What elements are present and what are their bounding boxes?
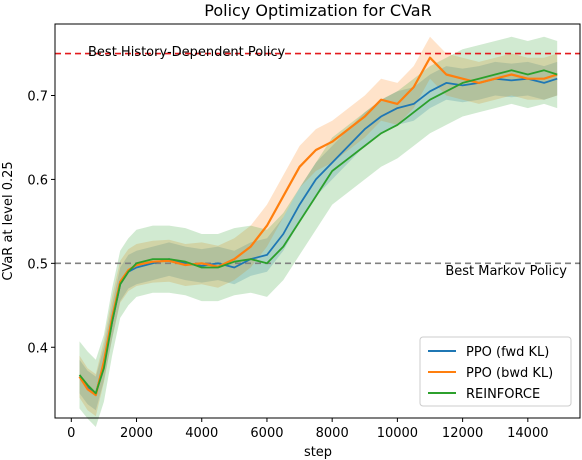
chart-title: Policy Optimization for CVaR — [204, 1, 431, 20]
x-tick-label: 6000 — [250, 426, 283, 441]
y-tick-label: 0.6 — [27, 173, 48, 188]
legend-box — [419, 336, 572, 407]
series-lines — [78, 56, 558, 397]
x-tick-label: 4000 — [185, 426, 218, 441]
x-axis-ticks: 0 2000 4000 6000 8000 10000 12000 14000 — [67, 418, 549, 441]
reference-lines — [55, 52, 580, 265]
x-tick-label: 8000 — [316, 426, 349, 441]
x-tick-label: 0 — [67, 426, 75, 441]
legend: PPO (fwd KL) PPO (bwd KL) REINFORCE — [419, 336, 572, 407]
legend-label-reinforce: REINFORCE — [466, 387, 540, 402]
axes — [54, 23, 581, 419]
y-axis-ticks: 0.4 0.5 0.6 0.7 — [27, 89, 55, 356]
legend-label-ppo-fwd: PPO (fwd KL) — [466, 345, 549, 360]
y-tick-label: 0.4 — [27, 341, 48, 356]
series-band-0 — [79, 61, 558, 411]
x-tick-label: 14000 — [507, 426, 548, 441]
x-tick-label: 12000 — [442, 426, 483, 441]
series-line-2 — [78, 69, 558, 395]
y-axis-label: CVaR at level 0.25 — [1, 161, 16, 280]
plot-frame — [54, 23, 581, 419]
reference-label-history: Best History-Dependent Policy — [88, 45, 286, 60]
y-tick-label: 0.7 — [27, 89, 48, 104]
legend-label-ppo-bwd: PPO (bwd KL) — [466, 366, 553, 381]
y-tick-label: 0.5 — [27, 257, 48, 272]
x-tick-label: 10000 — [377, 426, 418, 441]
reference-label-markov: Best Markov Policy — [445, 264, 567, 279]
x-tick-label: 2000 — [120, 426, 153, 441]
x-axis-label: step — [304, 445, 332, 460]
